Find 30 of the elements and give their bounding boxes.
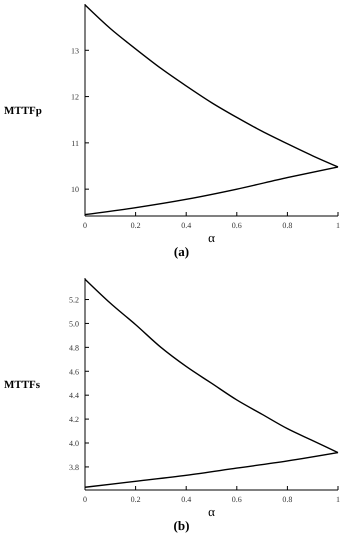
x-tick-label: 1 [336, 495, 340, 504]
y-tick-label: 13 [71, 46, 79, 56]
x-tick-label: 0.8 [282, 495, 292, 504]
x-tick-label: 0.2 [130, 221, 141, 230]
text: (a) [174, 244, 190, 259]
x-tick-label: 1 [336, 221, 340, 230]
x-tick-label: 0.4 [181, 495, 192, 504]
y-tick-label: 5.2 [69, 296, 79, 305]
y-tick-label: 10 [71, 185, 79, 194]
x-tick-label: 0.8 [282, 221, 292, 230]
x-tick-label: 0.6 [232, 221, 242, 230]
y-tick-label: 4.0 [69, 439, 79, 448]
y-tick-label: 4.4 [69, 391, 79, 400]
y-tick-label: 3.8 [69, 462, 79, 472]
y-tick-label: 4.2 [69, 415, 79, 424]
x-tick-label: 0 [83, 221, 87, 230]
y-tick-label: 5.0 [69, 319, 79, 328]
x-axis-title: α [208, 230, 216, 245]
y-axis-title: MTTFp [4, 105, 42, 117]
x-axis-title: α [208, 504, 216, 519]
y-tick-label: 11 [71, 138, 79, 148]
y-tick-label: 12 [71, 92, 79, 102]
x-tick-label: 0.6 [232, 495, 242, 504]
x-tick-label: 0.4 [181, 221, 192, 230]
x-tick-label: 0 [83, 495, 87, 504]
y-axis-title: MTTFs [4, 379, 41, 391]
y-tick-label: 4.8 [69, 343, 79, 352]
x-tick-label: 0.2 [130, 495, 141, 504]
text: (b) [174, 518, 190, 533]
y-tick-label: 4.6 [69, 367, 79, 376]
